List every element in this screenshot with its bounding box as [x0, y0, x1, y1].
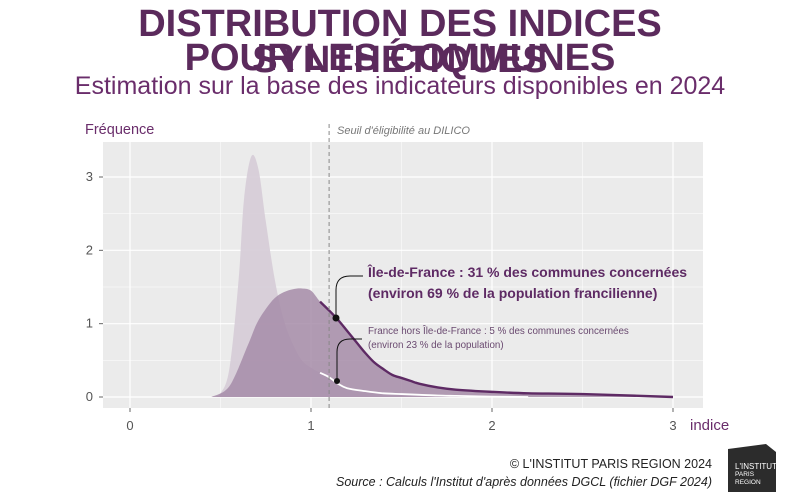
idf-marker [332, 314, 340, 322]
copyright-text: © L'INSTITUT PARIS REGION 2024 [509, 457, 712, 471]
logo-line1: L'INSTITUT [735, 462, 777, 471]
logo-line3: REGION [735, 479, 761, 486]
page-title-line2: POUR LES COMMUNES [184, 37, 616, 79]
idf-annotation-line1: Île-de-France : 31 % des communes concer… [367, 263, 687, 280]
idf-density-area [211, 288, 673, 397]
y-tick-label: 3 [86, 169, 93, 184]
page-subtitle: Estimation sur la base des indicateurs d… [74, 72, 726, 100]
y-tick-label: 2 [86, 242, 93, 257]
x-tick-label: 2 [488, 418, 495, 433]
x-axis-label: indice [690, 417, 729, 434]
france-density-line [319, 371, 529, 398]
plot-panel [103, 142, 703, 408]
idf-leader-line [335, 275, 363, 318]
y-tick-label: 0 [86, 389, 93, 404]
threshold-label: Seuil d'éligibilité au DILICO [337, 125, 470, 137]
idf-density-line [319, 300, 674, 399]
france-leader-line [336, 338, 362, 381]
france-annotation-line1: France hors Île-de-France : 5 % des comm… [368, 326, 629, 337]
france-annotation: France hors Île-de-France : 5 % des comm… [334, 326, 629, 384]
idf-annotation-line2: (environ 69 % de la population francilie… [368, 285, 657, 301]
france-annotation-line2: (environ 23 % de la population) [368, 340, 504, 351]
y-axis-label: Fréquence [85, 122, 154, 138]
source-text: Source : Calculs l'Institut d'après donn… [335, 475, 712, 489]
y-tick-label: 1 [86, 316, 93, 331]
axis-ticks: 0 1 2 3 0 1 2 3 [86, 169, 677, 433]
institut-logo [728, 444, 776, 492]
logo-line2: PARIS [735, 471, 755, 478]
france-marker [334, 378, 340, 384]
x-tick-label: 0 [126, 418, 133, 433]
page-title: DISTRIBUTION DES INDICES SYNTHÉTIQUES [138, 3, 662, 81]
x-tick-label: 1 [307, 418, 314, 433]
idf-annotation: Île-de-France : 31 % des communes concer… [332, 263, 687, 322]
x-tick-label: 3 [669, 418, 676, 433]
